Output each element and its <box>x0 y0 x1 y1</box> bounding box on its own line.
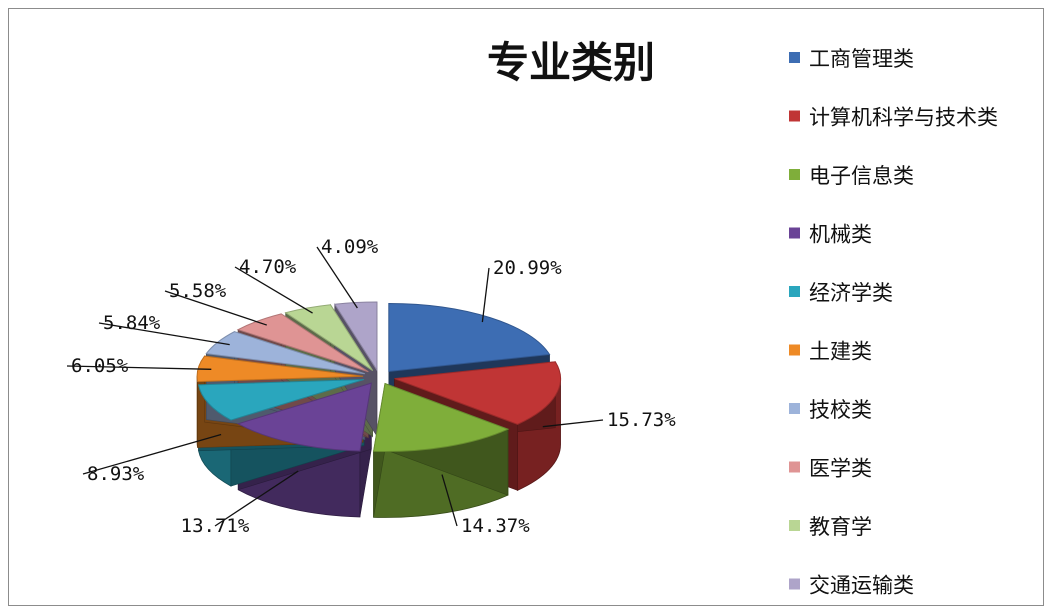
pie-slices <box>196 301 562 452</box>
legend-swatch-2 <box>789 110 800 122</box>
leader-lines <box>66 246 604 527</box>
pie-slice-2 <box>394 361 562 425</box>
leader-line-4 <box>214 470 299 527</box>
data-label-4: 13.71% <box>181 515 250 537</box>
leader-line-9 <box>234 266 313 314</box>
pie-slice-1 <box>388 302 551 373</box>
legend-swatch-6 <box>789 344 800 356</box>
legend-swatch-10 <box>789 578 800 590</box>
legend-swatch-8 <box>789 461 800 473</box>
legend: 工商管理类计算机科学与技术类电子信息类机械类经济学类土建类技校类医学类教育学交通… <box>789 47 998 598</box>
leader-line-8 <box>164 290 267 326</box>
data-label-3: 14.37% <box>461 515 530 537</box>
leader-line-3 <box>441 474 458 527</box>
leader-line-7 <box>98 322 230 346</box>
legend-label-7: 技校类 <box>809 398 872 422</box>
legend-label-4: 机械类 <box>809 223 872 247</box>
data-label-8: 5.58% <box>169 280 227 302</box>
legend-label-6: 土建类 <box>809 340 872 364</box>
legend-label-8: 医学类 <box>809 457 872 481</box>
pie-slice-5 <box>197 378 365 421</box>
pie-slice-3 <box>372 382 510 452</box>
legend-label-5: 经济学类 <box>809 281 893 305</box>
pie-slice-4 <box>236 382 372 452</box>
data-label-10: 4.09% <box>321 236 379 258</box>
legend-swatch-7 <box>789 403 800 414</box>
legend-swatch-9 <box>789 520 800 531</box>
legend-swatch-5 <box>789 286 800 297</box>
data-label-7: 5.84% <box>103 312 161 334</box>
pie-slice-8 <box>236 313 369 373</box>
legend-label-2: 计算机科学与技术类 <box>809 106 998 130</box>
pie-slice-9 <box>284 304 374 371</box>
legend-label-9: 教育学 <box>809 515 872 539</box>
data-label-9: 4.70% <box>239 256 297 278</box>
leader-line-5 <box>82 433 222 475</box>
leader-line-10 <box>316 246 358 309</box>
legend-label-3: 电子信息类 <box>809 164 914 188</box>
data-label-5: 8.93% <box>87 463 145 485</box>
leader-line-2 <box>542 419 604 428</box>
data-label-6: 6.05% <box>71 355 129 377</box>
legend-label-1: 工商管理类 <box>809 47 914 71</box>
chart-frame: 专业类别 20.99% 15.73% 14.37% 13.71% 8.93% 6.05% 5… <box>8 8 1044 606</box>
legend-swatch-3 <box>789 169 800 180</box>
legend-swatch-1 <box>789 52 800 63</box>
data-label-2: 15.73% <box>607 409 676 431</box>
data-label-1: 20.99% <box>493 257 562 279</box>
pie-slice-10 <box>333 301 378 372</box>
legend-swatch-4 <box>789 227 800 239</box>
pie-chart: 专业类别 20.99% 15.73% 14.37% 13.71% 8.93% 6.05% 5… <box>66 38 998 598</box>
leader-line-6 <box>66 365 212 370</box>
chart-title: 专业类别 <box>487 38 655 87</box>
data-labels: 20.99% 15.73% 14.37% 13.71% 8.93% 6.05% 5.84% 5… <box>71 236 676 537</box>
legend-label-10: 交通运输类 <box>809 574 914 598</box>
leader-line-1 <box>481 267 490 323</box>
